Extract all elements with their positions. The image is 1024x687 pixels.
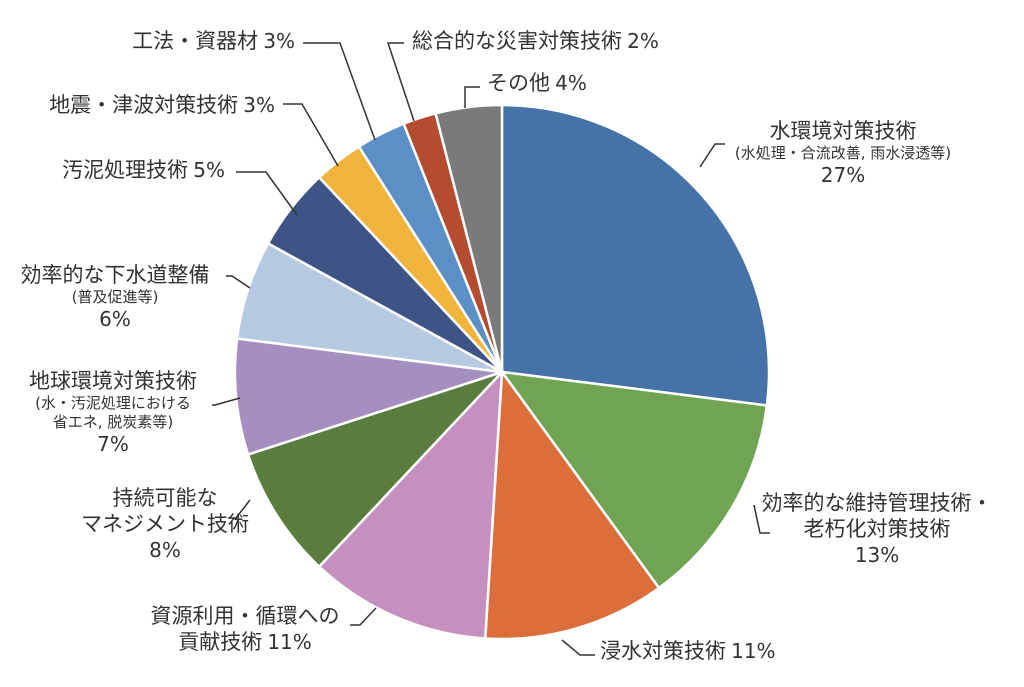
pie-slice-1 bbox=[499, 370, 769, 590]
label-other-name: その他 bbox=[487, 71, 550, 95]
label-sewer-development-sub: (普及促進等) bbox=[71, 288, 159, 307]
label-disaster-pct: 2% bbox=[627, 29, 659, 53]
leader-line-1 bbox=[753, 504, 770, 534]
label-construction: 工法・資器材 3% bbox=[100, 28, 295, 54]
label-global-environment-sub2: 省エネ, 脱炭素等) bbox=[52, 413, 174, 431]
label-maintenance-name: 効率的な維持管理技術・ bbox=[761, 491, 993, 515]
label-water-environment: 水環境対策技術 (水処理・合流改善, 雨水浸透等) 27% bbox=[718, 118, 968, 188]
leader-line-7 bbox=[236, 171, 298, 216]
label-flood-name: 浸水対策技術 bbox=[600, 639, 726, 663]
label-sludge: 汚泥処理技術 5% bbox=[20, 157, 225, 183]
label-resource-name: 資源利用・循環への bbox=[150, 604, 340, 628]
leader-line-0 bbox=[699, 143, 725, 168]
label-construction-pct: 3% bbox=[263, 29, 295, 53]
label-global-environment-name: 地球環境対策技術 bbox=[29, 369, 197, 393]
label-management-name2: マネジメント技術 bbox=[81, 512, 249, 537]
label-other: その他 4% bbox=[487, 70, 587, 96]
label-management: 持続可能な マネジメント技術 8% bbox=[60, 485, 270, 563]
label-sludge-name: 汚泥処理技術 bbox=[62, 158, 189, 182]
label-water-environment-sub: (水処理・合流改善, 雨水浸透等) bbox=[734, 144, 952, 163]
pie-slice-11 bbox=[434, 103, 504, 373]
label-other-pct: 4% bbox=[555, 71, 587, 95]
label-maintenance: 効率的な維持管理技術・ 老朽化対策技術 13% bbox=[742, 490, 1012, 568]
leader-line-11 bbox=[464, 86, 480, 108]
label-earthquake: 地震・津波対策技術 3% bbox=[10, 92, 275, 118]
pie-slice-5 bbox=[233, 337, 503, 457]
leader-line-9 bbox=[303, 42, 376, 141]
label-disaster: 総合的な災害対策技術 2% bbox=[412, 28, 659, 54]
label-global-environment-pct: 7% bbox=[97, 431, 129, 456]
leader-line-2 bbox=[561, 639, 595, 656]
label-management-pct: 8% bbox=[149, 537, 181, 562]
label-global-environment-sub: (水・汚泥処理における bbox=[35, 394, 191, 413]
leader-line-4 bbox=[228, 499, 251, 519]
label-resource-pct: 11% bbox=[267, 630, 312, 655]
leader-line-10 bbox=[386, 42, 415, 122]
label-flood: 浸水対策技術 11% bbox=[600, 638, 776, 664]
pie-slice-2 bbox=[483, 368, 661, 641]
label-earthquake-name: 地震・津波対策技術 bbox=[49, 93, 239, 117]
label-construction-name: 工法・資器材 bbox=[132, 29, 259, 53]
label-earthquake-pct: 3% bbox=[243, 93, 275, 117]
pie-slice-0 bbox=[500, 103, 771, 407]
leader-line-6 bbox=[226, 275, 251, 289]
label-sewer-development-pct: 6% bbox=[99, 307, 131, 331]
label-resource-name2: 貢献技術 bbox=[178, 630, 263, 655]
label-sewer-development-name: 効率的な下水道整備 bbox=[20, 263, 210, 287]
label-sewer-development: 効率的な下水道整備 (普及促進等) 6% bbox=[10, 262, 220, 332]
label-resource: 資源利用・循環への 貢献技術 11% bbox=[130, 603, 360, 656]
label-maintenance-pct: 13% bbox=[854, 542, 900, 567]
label-water-environment-name: 水環境対策技術 bbox=[769, 119, 917, 143]
leader-line-3 bbox=[350, 607, 377, 626]
label-global-environment: 地球環境対策技術 (水・汚泥処理における 省エネ, 脱炭素等) 7% bbox=[8, 368, 218, 457]
label-flood-pct: 11% bbox=[731, 639, 776, 663]
label-maintenance-name2: 老朽化対策技術 bbox=[803, 517, 951, 542]
leader-line-5 bbox=[212, 397, 241, 406]
leader-line-8 bbox=[283, 103, 339, 167]
pie-slice-3 bbox=[317, 368, 504, 640]
label-sludge-pct: 5% bbox=[193, 158, 225, 182]
label-water-environment-pct: 27% bbox=[820, 163, 866, 187]
label-disaster-name: 総合的な災害対策技術 bbox=[412, 29, 622, 53]
label-management-name: 持続可能な bbox=[112, 486, 218, 510]
pie-slice-4 bbox=[246, 370, 503, 569]
